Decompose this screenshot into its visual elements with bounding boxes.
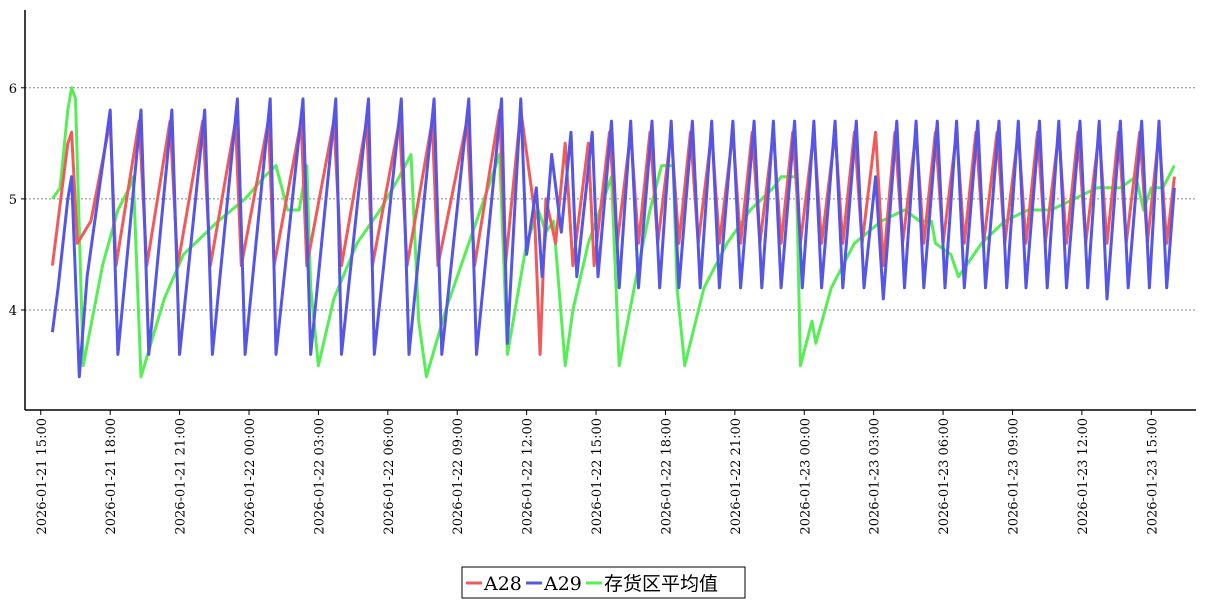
x-tick-label: 2026-01-23 06:00 [937, 418, 952, 535]
y-tick-label: 6 [9, 82, 17, 97]
series-layer [50, 86, 1176, 379]
legend-box [461, 566, 746, 599]
y-tick-group: 4 5 6 [9, 82, 25, 319]
x-tick-label: 2026-01-22 03:00 [312, 418, 327, 535]
grid-lines [25, 87, 1196, 311]
x-tick-label: 2026-01-21 15:00 [35, 418, 50, 535]
x-tick-label: 2026-01-22 18:00 [659, 418, 674, 535]
x-tick-label: 2026-01-22 09:00 [451, 418, 466, 535]
x-tick-label: 2026-01-22 21:00 [729, 418, 744, 535]
y-tick-label: 4 [9, 304, 17, 319]
x-tick-label: 2026-01-22 12:00 [521, 418, 536, 535]
x-tick-label: 2026-01-22 06:00 [382, 418, 397, 535]
x-tick-label: 2026-01-23 00:00 [798, 418, 813, 535]
x-tick-label: 2026-01-22 15:00 [590, 418, 605, 535]
series-line-a29 [50, 97, 1176, 379]
x-tick-label: 2026-01-22 00:00 [243, 418, 258, 535]
y-tick-label: 5 [9, 193, 17, 208]
x-tick-group: 2026-01-21 15:00 2026-01-21 18:00 2026-01-… [35, 410, 1160, 535]
legend-label-a28: A28 [483, 573, 522, 595]
x-tick-label: 2026-01-21 18:00 [104, 418, 119, 535]
x-tick-label: 2026-01-23 15:00 [1145, 418, 1160, 535]
x-tick-label: 2026-01-21 21:00 [174, 418, 189, 535]
legend: A28 A29 存货区平均值 [461, 566, 746, 599]
x-tick-label: 2026-01-23 03:00 [868, 418, 883, 535]
legend-label-inventory-average: 存货区平均值 [604, 573, 718, 595]
legend-label-a29: A29 [543, 573, 582, 595]
x-tick-label: 2026-01-23 12:00 [1076, 418, 1091, 535]
x-tick-label: 2026-01-23 09:00 [1006, 418, 1021, 535]
